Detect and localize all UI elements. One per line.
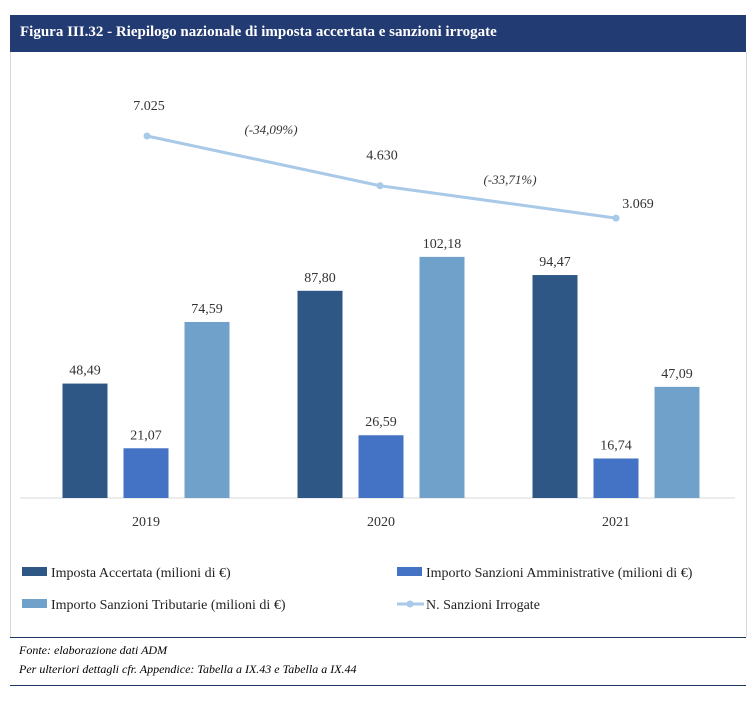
bar-2020-3: [419, 256, 465, 498]
bar-2021-2: [593, 458, 639, 498]
bar-value-label: 102,18: [423, 237, 462, 252]
line-value-label: 3.069: [622, 197, 654, 212]
bar-value-label: 47,09: [661, 367, 693, 382]
x-tick-label: 2020: [367, 515, 395, 530]
change-annotation: (-33,71%): [483, 172, 536, 187]
legend-label: Importo Sanzioni Amministrative (milioni…: [426, 566, 693, 581]
bar-value-label: 94,47: [539, 255, 571, 270]
legend-label: Imposta Accertata (milioni di €): [51, 566, 231, 581]
figure-header: Figura III.32 - Riepilogo nazionale di i…: [10, 15, 746, 52]
line-value-label: 4.630: [366, 149, 398, 164]
source-rule-bottom: [10, 685, 746, 686]
bar-value-label: 16,74: [600, 438, 632, 453]
bar-value-label: 48,49: [69, 364, 101, 379]
x-tick-label: 2019: [132, 515, 160, 530]
bar-value-label: 74,59: [191, 302, 223, 317]
x-tick-label: 2021: [602, 515, 630, 530]
source-rule-top: [10, 637, 746, 638]
line-point: [143, 132, 151, 140]
bar-2019-1: [62, 383, 108, 498]
legend-label: N. Sanzioni Irrogate: [426, 598, 540, 613]
legend-swatch: [22, 567, 47, 576]
source-note: Fonte: elaborazione dati ADM Per ulterio…: [19, 641, 357, 679]
bar-2020-1: [297, 290, 343, 498]
chart-frame: [10, 52, 747, 637]
line-point: [376, 182, 384, 190]
legend-swatch-marker: [406, 600, 414, 608]
line-point: [612, 214, 620, 222]
bar-value-label: 21,07: [130, 428, 162, 443]
legend-swatch: [397, 567, 422, 576]
bar-2019-2: [123, 448, 169, 498]
source-line-1: Fonte: elaborazione dati ADM: [19, 643, 168, 657]
figure-title: Figura III.32 - Riepilogo nazionale di i…: [20, 24, 497, 40]
bar-2021-1: [532, 275, 578, 498]
source-line-2: Per ulteriori dettagli cfr. Appendice: T…: [19, 662, 357, 676]
line-value-label: 7.025: [133, 99, 165, 114]
bar-2019-3: [184, 321, 230, 498]
legend-swatch: [22, 599, 47, 608]
bar-value-label: 87,80: [304, 271, 336, 286]
bar-value-label: 26,59: [365, 415, 397, 430]
legend-label: Importo Sanzioni Tributarie (milioni di …: [51, 598, 286, 613]
bar-2020-2: [358, 435, 404, 498]
change-annotation: (-34,09%): [244, 122, 297, 137]
bar-2021-3: [654, 386, 700, 498]
